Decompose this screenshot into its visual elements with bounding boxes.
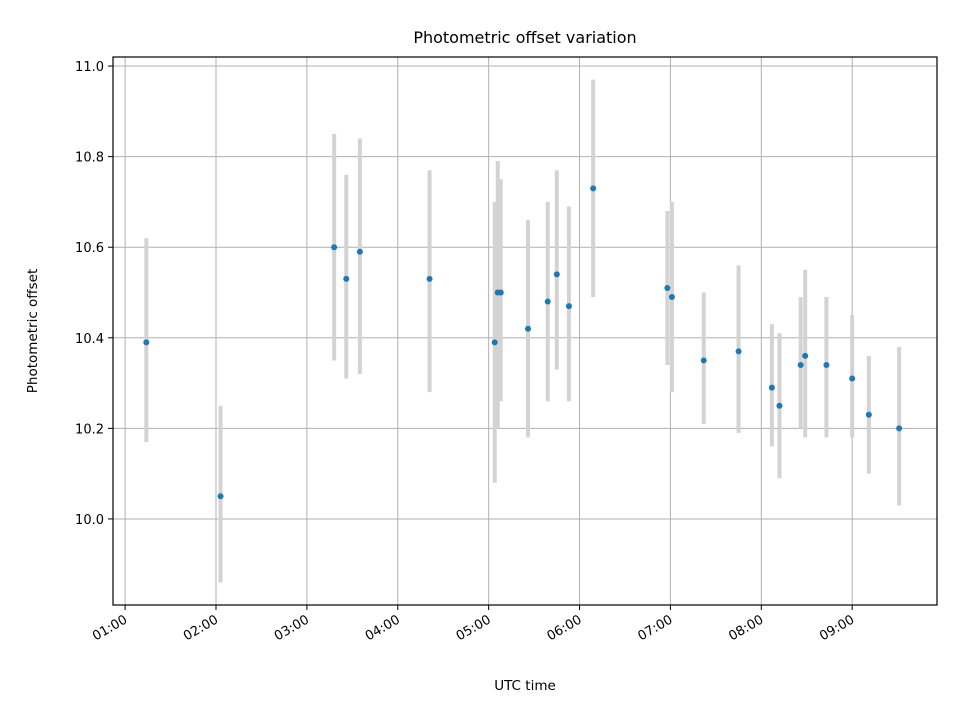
y-tick-label: 11.0 <box>75 60 104 75</box>
data-point <box>849 375 856 382</box>
chart-title: Photometric offset variation <box>413 28 636 47</box>
y-tick-label: 10.8 <box>75 151 104 166</box>
data-point <box>768 384 775 391</box>
plot-frame <box>112 56 938 606</box>
x-axis-label: UTC time <box>494 678 556 694</box>
data-point <box>776 402 783 409</box>
data-point <box>802 352 809 359</box>
data-point <box>700 357 707 364</box>
data-point <box>356 248 363 255</box>
data-point <box>735 348 742 355</box>
y-axis: 10.0 10.2 10.4 10.6 10.8 11.0 <box>75 60 113 528</box>
data-point <box>797 361 804 368</box>
data-point <box>865 411 872 418</box>
data-point <box>590 185 597 192</box>
y-tick-label: 10.6 <box>75 241 104 256</box>
y-tick-label: 10.0 <box>75 513 104 528</box>
y-axis-label: Photometric offset <box>25 269 41 393</box>
data-point <box>331 244 338 251</box>
data-point <box>565 303 572 310</box>
y-tick-label: 10.4 <box>75 332 104 347</box>
data-points <box>143 185 903 500</box>
data-point <box>664 284 671 291</box>
grid <box>113 57 937 605</box>
data-point <box>426 275 433 282</box>
data-point <box>525 325 532 332</box>
data-point <box>823 361 830 368</box>
data-point <box>217 493 224 500</box>
y-tick-label: 10.2 <box>75 422 104 437</box>
data-point <box>491 339 498 346</box>
data-point <box>343 275 350 282</box>
data-point <box>668 294 675 301</box>
data-point <box>896 425 903 432</box>
data-point <box>553 271 560 278</box>
data-point <box>497 289 504 296</box>
data-point <box>544 298 551 305</box>
data-point <box>143 339 150 346</box>
